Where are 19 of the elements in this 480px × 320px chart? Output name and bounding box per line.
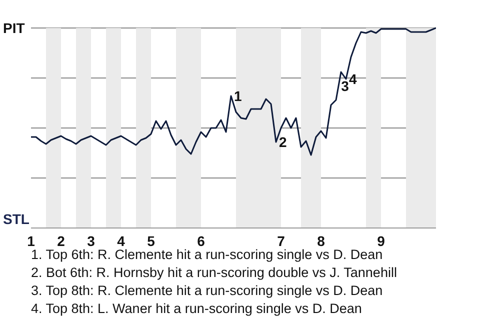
annotation: 3 [341, 78, 350, 94]
text: STL [3, 211, 30, 227]
annotation: 1 [234, 88, 242, 104]
text: 4. Top 8th: L. Waner hit a run-scoring single vs D. Dean [31, 300, 363, 318]
x-tick-label: 5 [147, 232, 156, 249]
text: PIT [3, 20, 25, 36]
x-tick-label: 9 [377, 232, 386, 249]
annotation: 2 [279, 134, 287, 150]
annotation: 4 [349, 70, 357, 87]
x-tick-label: 1 [27, 232, 36, 249]
x-tick-label: 7 [277, 232, 286, 249]
text: 3. Top 8th: R. Clemente hit a run-scoring single vs D. Dean [31, 282, 384, 300]
x-tick-label: 6 [197, 232, 206, 249]
x-tick-label: 8 [317, 232, 326, 249]
x-tick-label: 3 [87, 232, 96, 249]
text: 2. Bot 6th: R. Hornsby hit a run-scoring double vs J. Tannehill [31, 264, 397, 282]
text: 1. Top 6th: R. Clemente hit a run-scoring single vs D. Dean [31, 246, 384, 264]
x-tick-label: 4 [117, 232, 126, 249]
x-tick-label: 2 [57, 232, 66, 249]
